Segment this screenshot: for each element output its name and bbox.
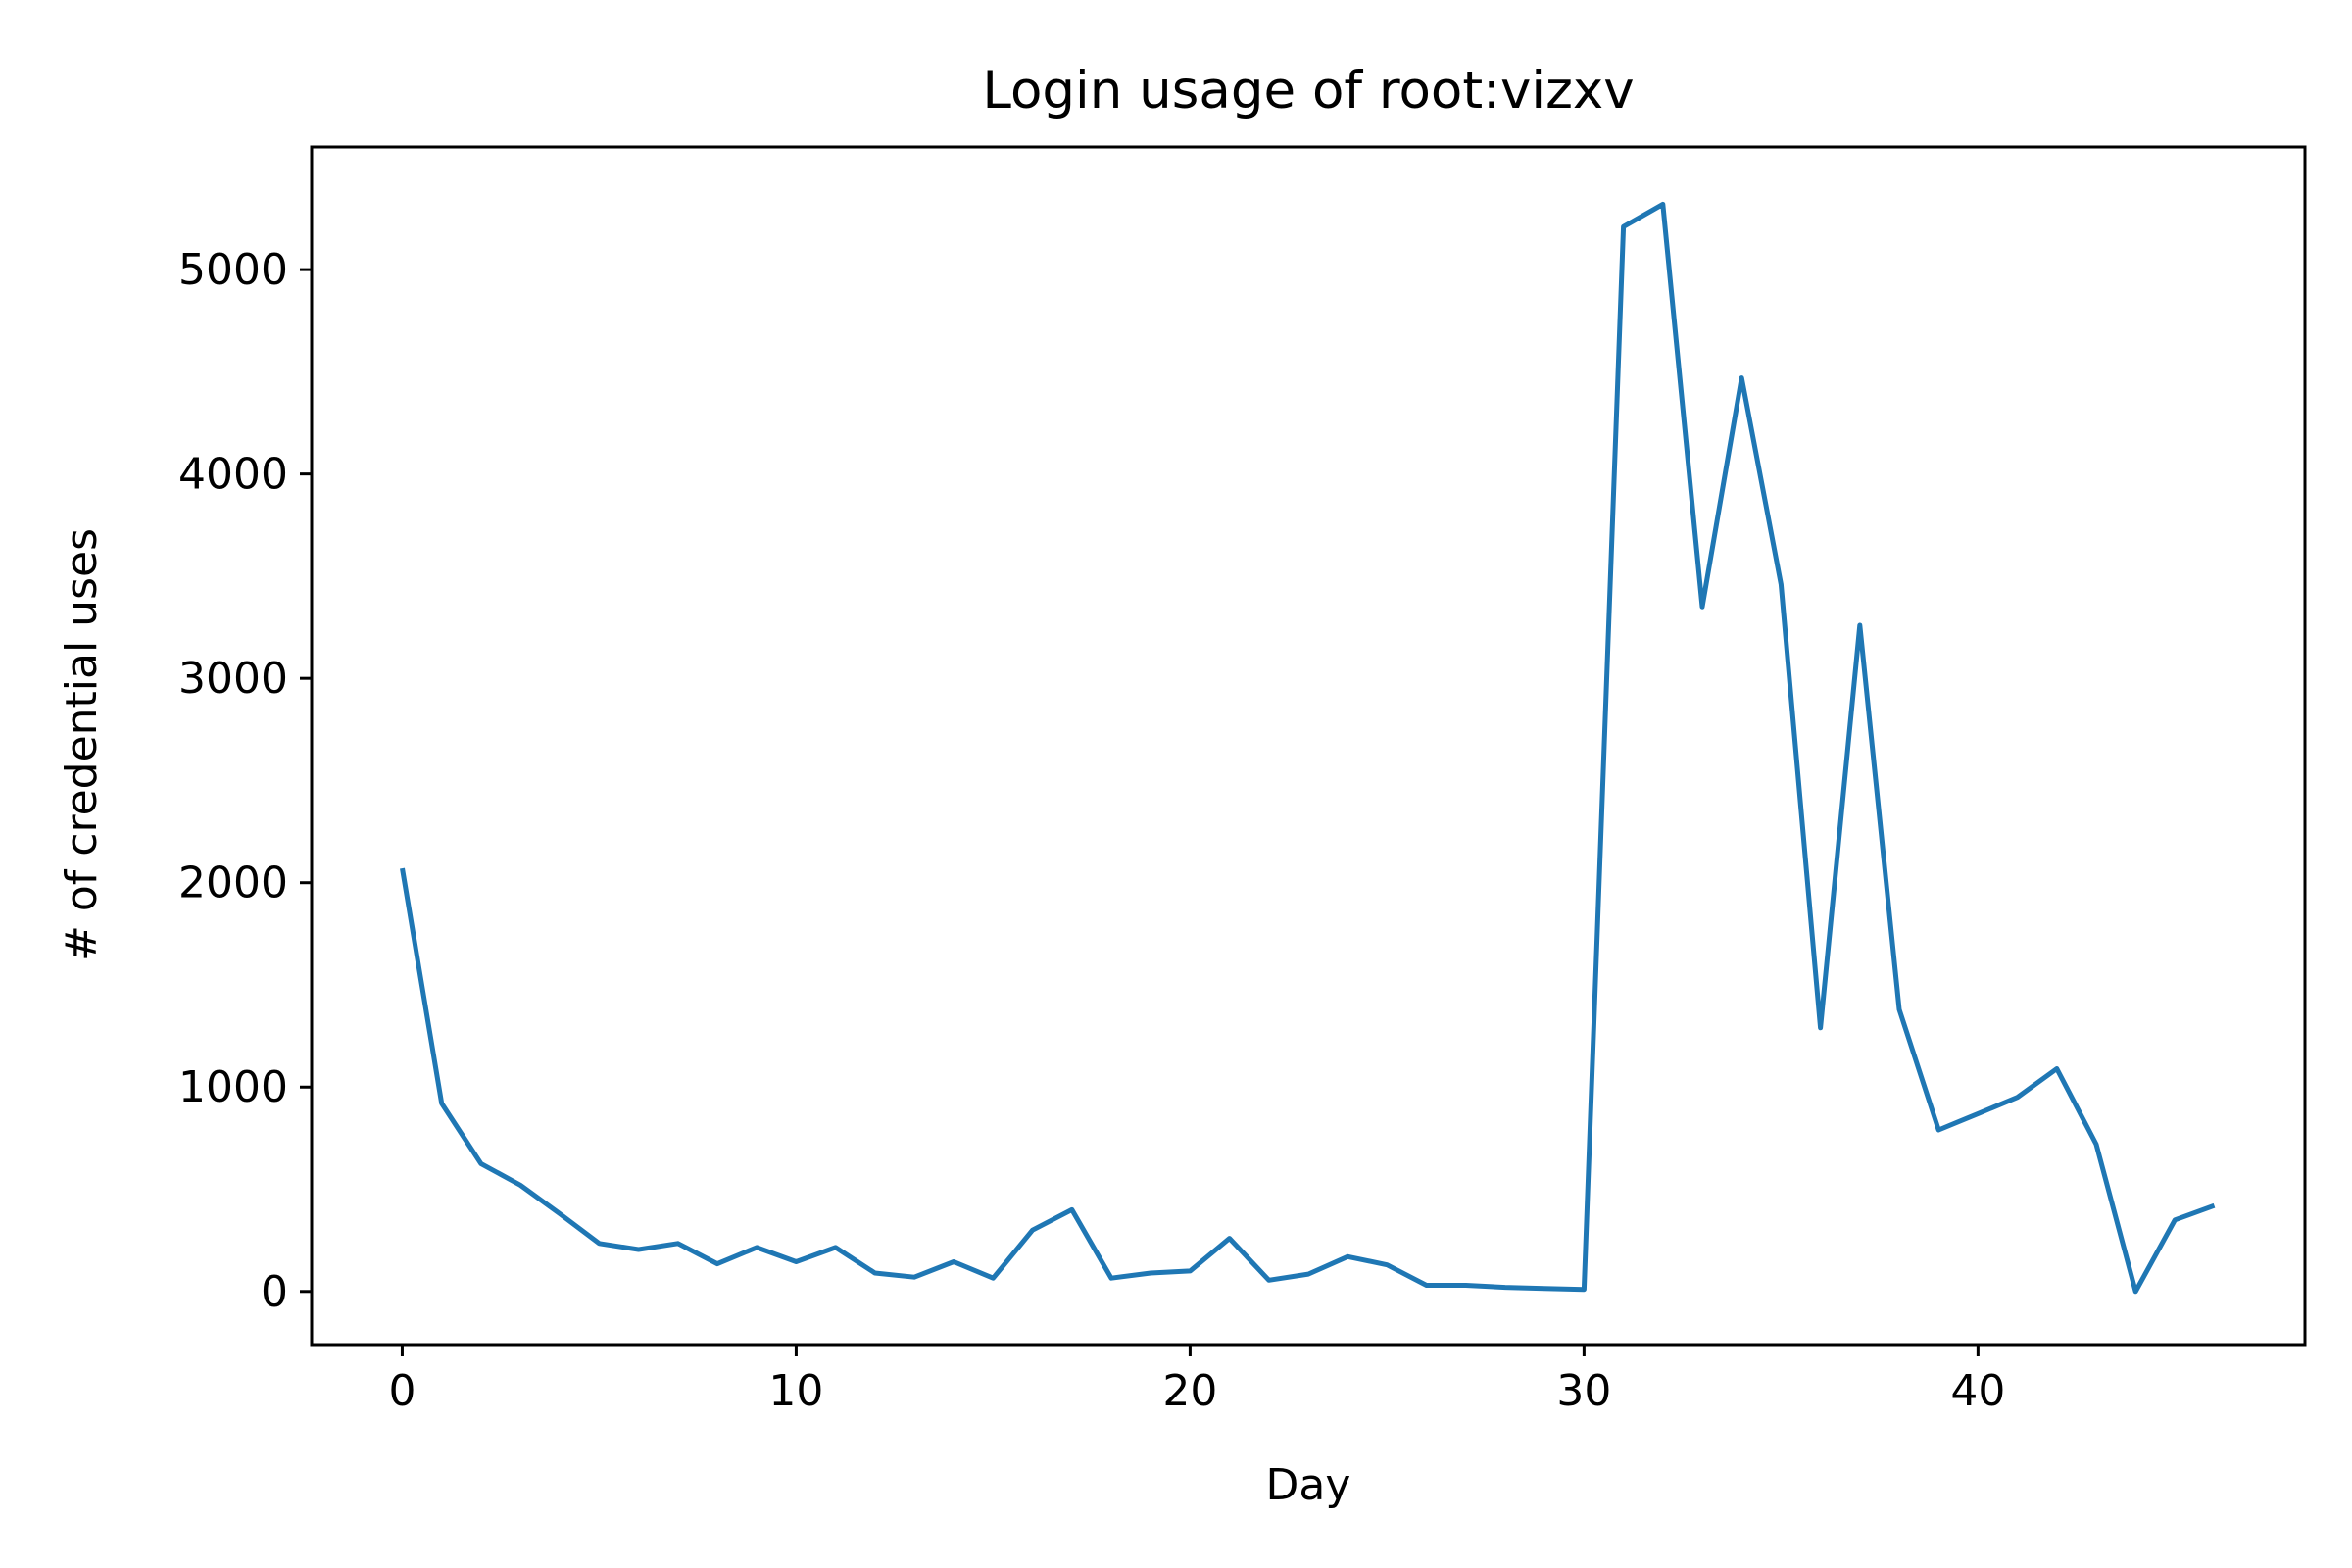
y-tick-label: 5000 [178, 245, 288, 295]
y-tick-label: 1000 [178, 1062, 288, 1112]
x-tick-label: 30 [1556, 1366, 1611, 1416]
x-tick-label: 20 [1162, 1366, 1217, 1416]
x-tick-label: 40 [1950, 1366, 2005, 1416]
x-axis-label: Day [1266, 1460, 1351, 1510]
plot-area [400, 201, 2216, 1295]
series-line [400, 201, 2216, 1295]
x-tick-label: 0 [388, 1366, 416, 1416]
y-tick-label: 4000 [178, 450, 288, 500]
chart-title: Login usage of root:vizxv [982, 61, 1634, 121]
x-tick-label: 10 [768, 1366, 823, 1416]
y-axis: 0 1000 2000 3000 4000 5000 [178, 245, 312, 1317]
y-tick-label: 0 [261, 1267, 288, 1317]
x-axis: 0 10 20 30 40 [388, 1345, 2005, 1416]
y-tick-label: 3000 [178, 654, 288, 704]
axes-frame [310, 145, 2307, 1347]
y-tick-label: 2000 [178, 858, 288, 908]
y-axis-label: # of credential uses [57, 528, 107, 961]
